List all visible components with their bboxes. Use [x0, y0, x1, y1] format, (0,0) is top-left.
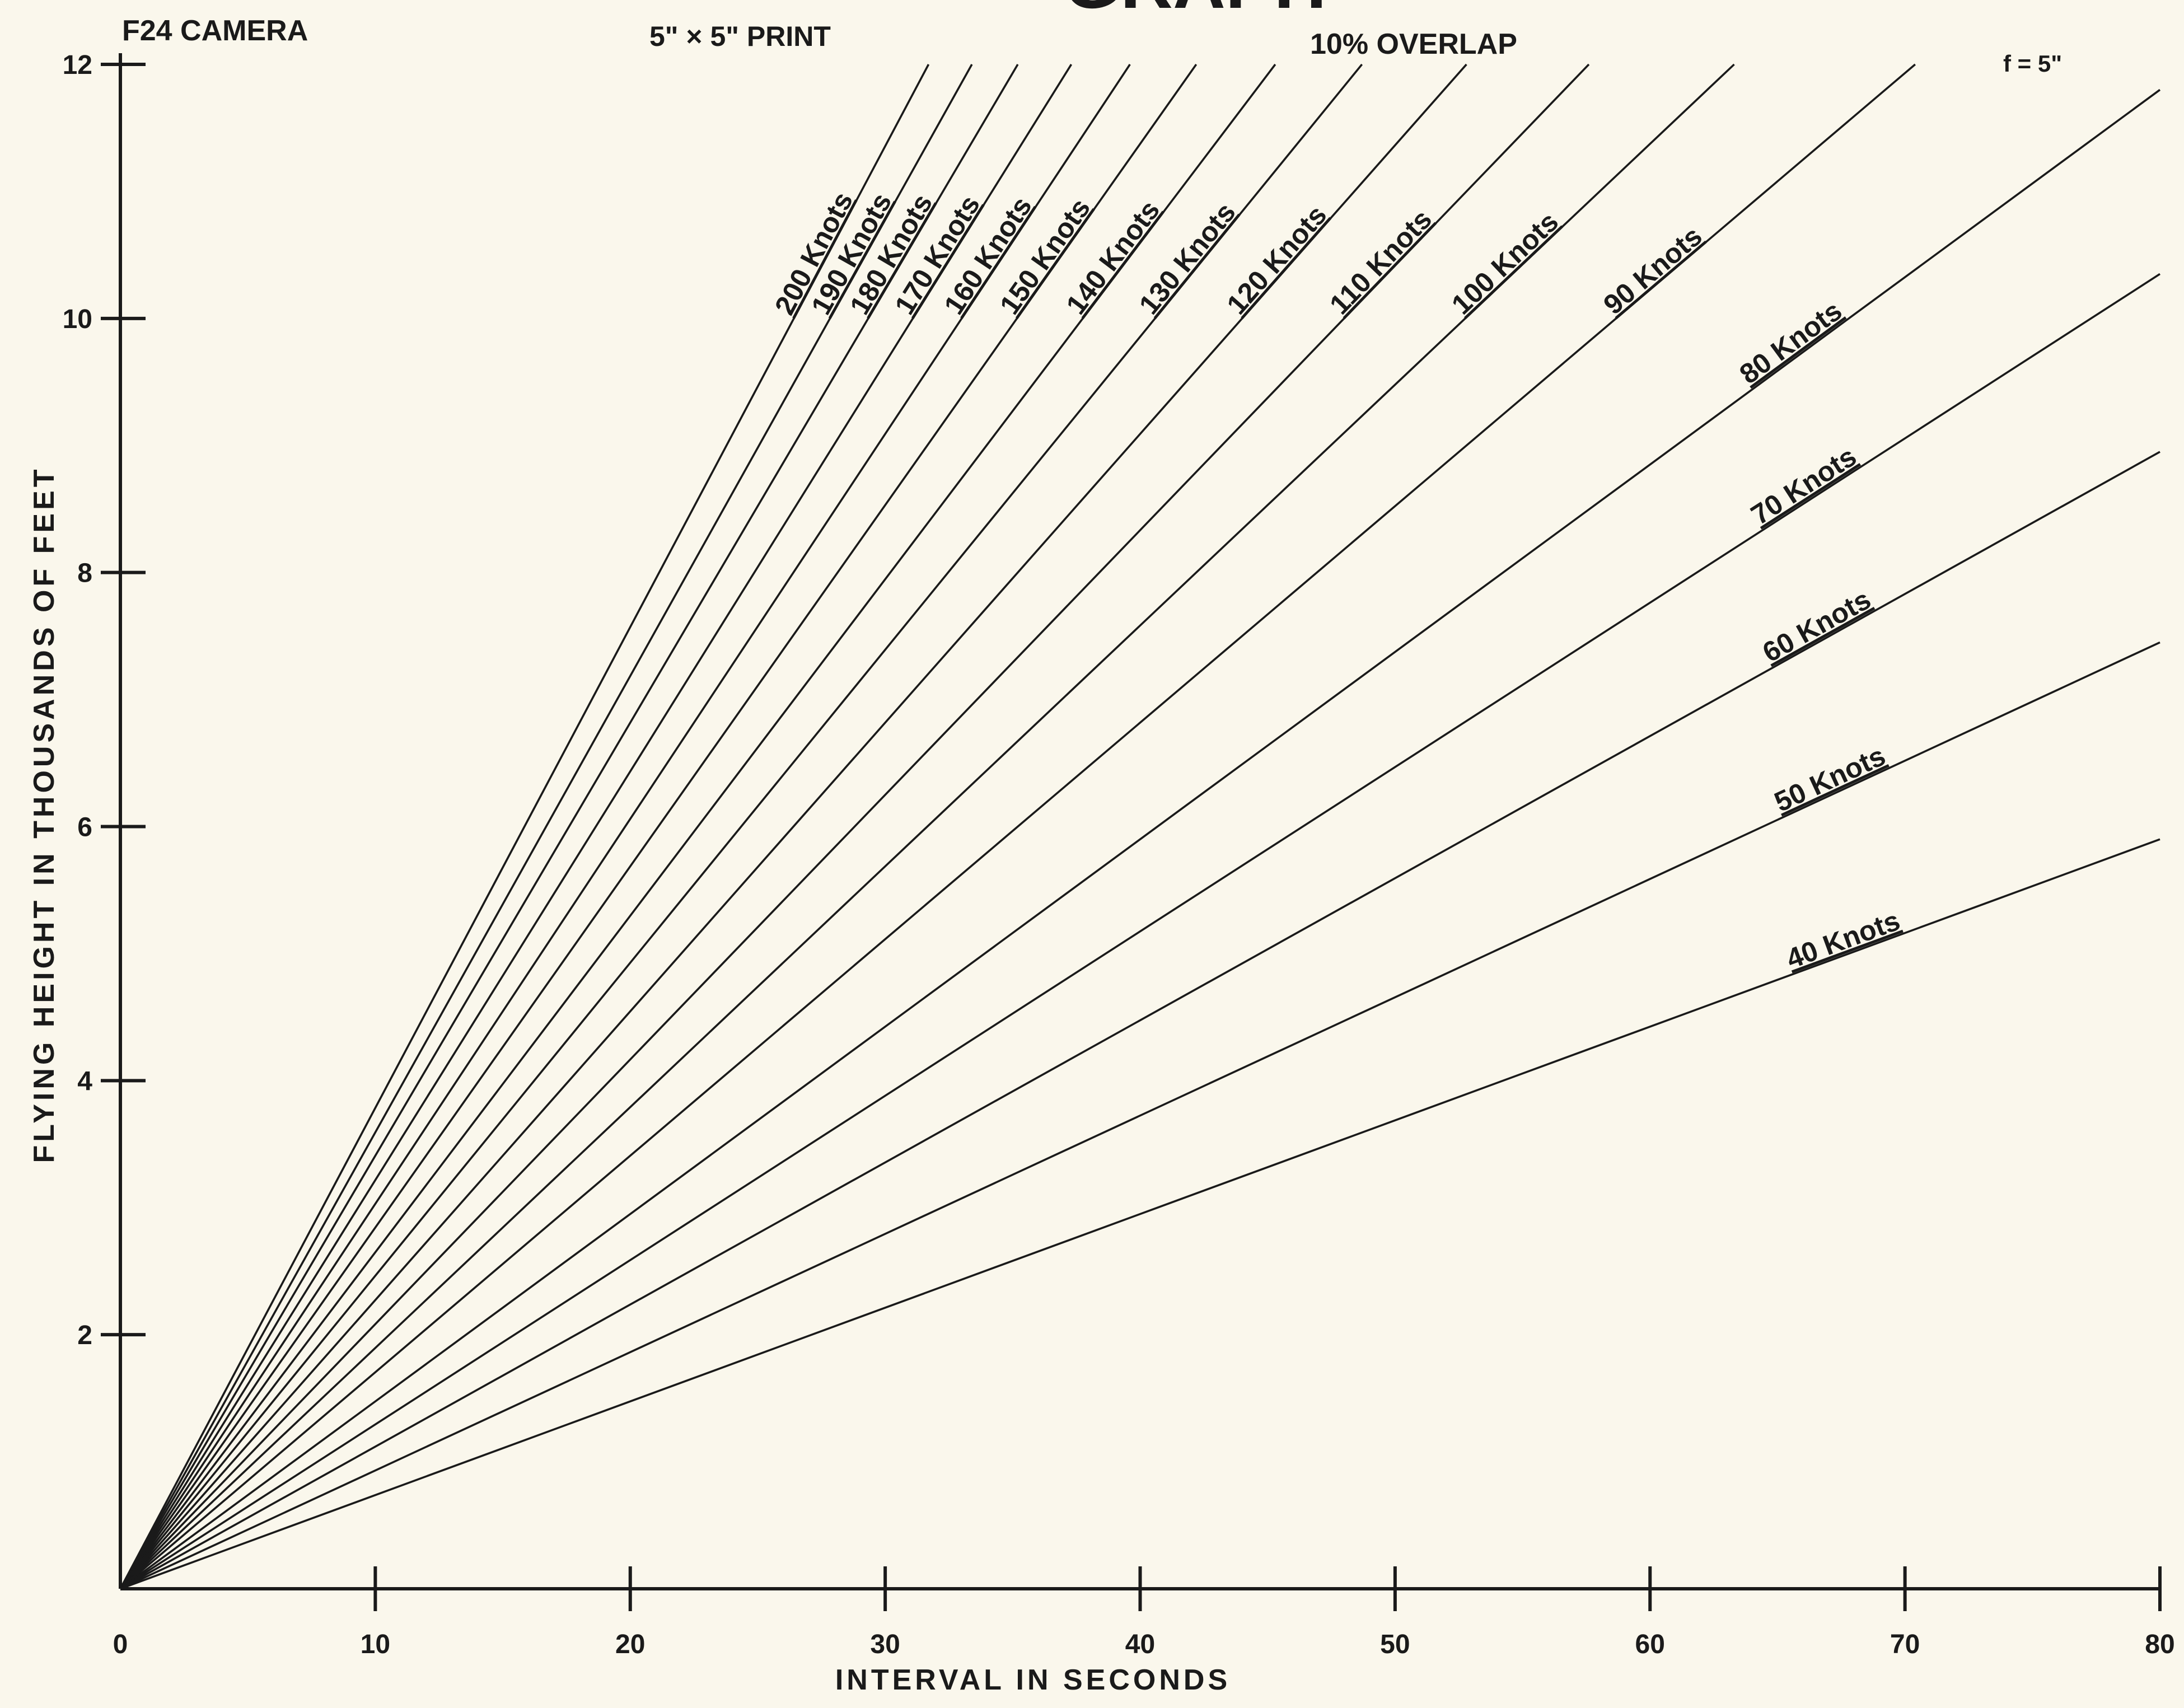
series-line	[119, 64, 973, 1589]
print-size-label: 5" × 5" PRINT	[649, 21, 831, 52]
x-tick-label: 60	[1635, 1630, 1665, 1659]
x-tick-label: 30	[870, 1630, 900, 1659]
series-label: 100 Knots	[1446, 206, 1564, 321]
series-line	[119, 64, 1019, 1589]
y-tick-label: 10	[63, 305, 92, 334]
x-tick-label: 80	[2145, 1630, 2174, 1659]
series-line	[119, 63, 1590, 1590]
series-label: 90 Knots	[1597, 220, 1708, 320]
series-label: 60 Knots	[1757, 583, 1876, 668]
series-lines	[119, 63, 2161, 1590]
series-line	[120, 451, 2160, 1590]
title-fragment: GRAPH	[1064, 0, 1326, 24]
y-tick-label: 2	[77, 1321, 92, 1350]
series-line	[120, 273, 2160, 1590]
series-label: 40 Knots	[1782, 905, 1904, 975]
series-line	[119, 63, 1363, 1590]
series-line	[120, 838, 2160, 1590]
y-tick-label: 6	[77, 813, 92, 843]
x-tick-label: 20	[615, 1630, 645, 1659]
series-label: 70 Knots	[1746, 441, 1862, 531]
series-line	[119, 63, 1735, 1590]
y-tick-label: 4	[77, 1066, 92, 1096]
y-tick-label: 8	[77, 559, 92, 588]
axis-ticks: 0 10 20 30 40 50 60 70 80 2 4 6 8 10 12	[63, 50, 2175, 1659]
series-line	[119, 63, 1276, 1590]
series-line	[119, 64, 1073, 1589]
x-tick-label: 0	[113, 1630, 128, 1659]
x-tick-label: 40	[1125, 1630, 1155, 1659]
x-axis-title: INTERVAL IN SECONDS	[835, 1664, 1231, 1696]
series-line	[119, 64, 1131, 1589]
series-label: 110 Knots	[1324, 203, 1438, 320]
series-line	[120, 641, 2160, 1590]
y-tick-label: 12	[63, 50, 92, 80]
series-label: 50 Knots	[1770, 740, 1890, 818]
x-tick-label: 10	[361, 1630, 390, 1659]
series-line	[119, 63, 1198, 1590]
series-line	[119, 63, 1467, 1590]
x-tick-label: 70	[1890, 1630, 1920, 1659]
x-tick-label: 50	[1380, 1630, 1410, 1659]
series-line	[119, 64, 930, 1589]
series-line	[119, 63, 1916, 1590]
focal-length-label: f = 5"	[2003, 50, 2062, 77]
camera-label: F24 CAMERA	[122, 15, 308, 47]
overlap-label: 10% OVERLAP	[1310, 28, 1517, 60]
series-label: 80 Knots	[1734, 295, 1848, 390]
y-axis-title: FLYING HEIGHT IN THOUSANDS OF FEET	[28, 466, 60, 1163]
series-line	[119, 88, 2161, 1590]
